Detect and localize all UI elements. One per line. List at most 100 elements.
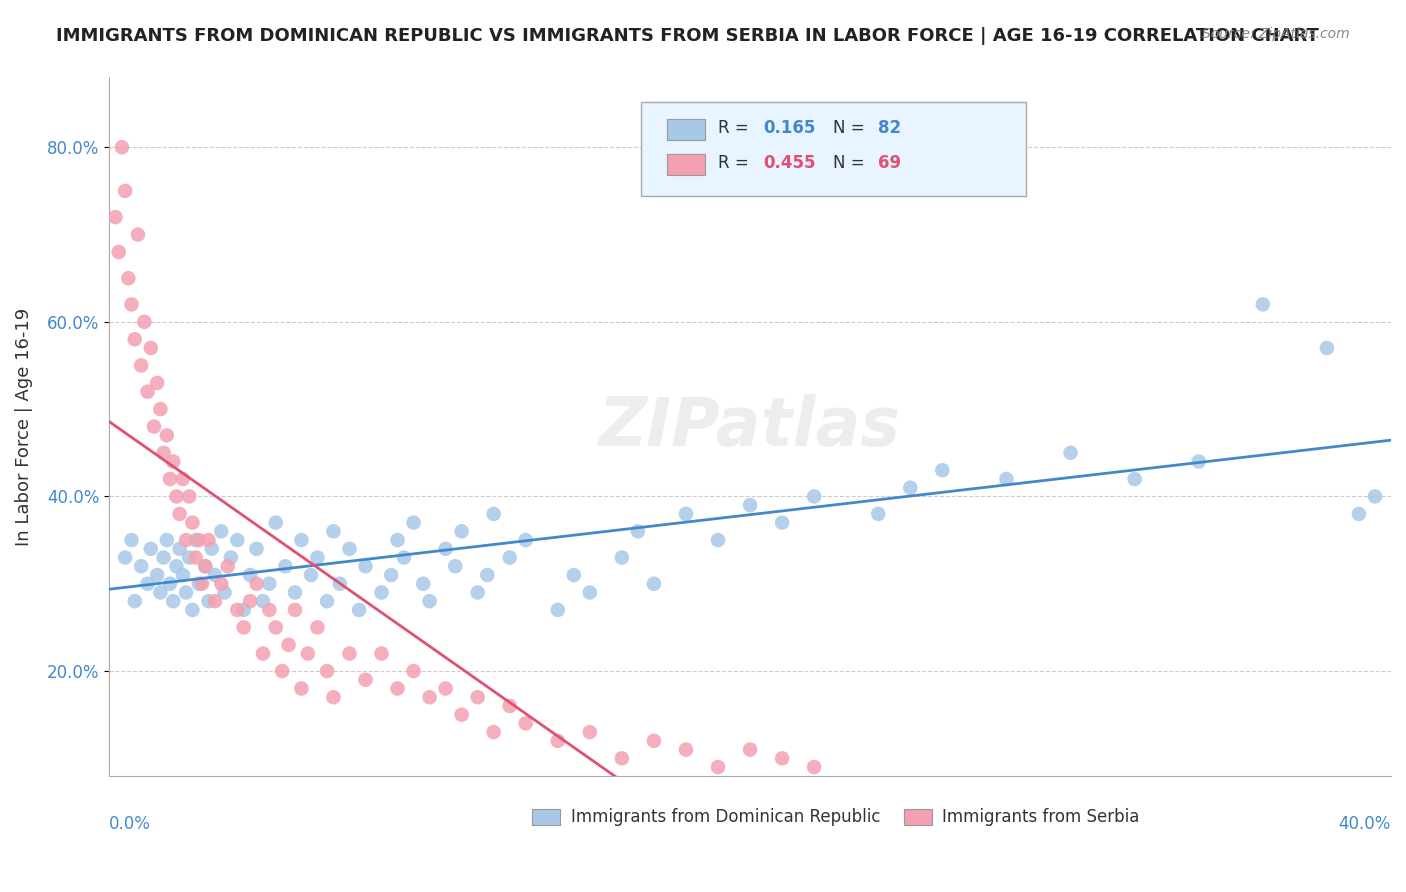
Point (627, 524, 650, 539)
Point (239, 594, 262, 608)
Point (803, 760, 825, 774)
Point (515, 533, 537, 547)
Point (139, 541, 162, 556)
Point (354, 559, 377, 574)
Point (467, 690, 489, 705)
Point (159, 472, 181, 486)
Point (499, 698, 522, 713)
Point (201, 541, 224, 556)
Point (675, 742, 697, 756)
Point (290, 533, 312, 547)
Point (387, 533, 409, 547)
Point (129, 359, 152, 373)
Point (316, 664, 339, 678)
Point (707, 760, 730, 774)
Point (174, 585, 197, 599)
Text: 40.0%: 40.0% (1339, 815, 1391, 833)
Point (114, 184, 136, 198)
Point (322, 690, 344, 705)
Point (194, 559, 217, 574)
Point (245, 541, 267, 556)
Point (169, 541, 191, 556)
Point (187, 576, 209, 591)
Point (738, 742, 761, 756)
Point (184, 550, 207, 565)
FancyBboxPatch shape (641, 102, 1025, 196)
Point (114, 550, 136, 565)
Point (232, 620, 254, 634)
Point (179, 550, 201, 565)
Point (226, 533, 249, 547)
Point (370, 647, 392, 661)
Point (146, 568, 169, 582)
Point (1251, 297, 1274, 311)
Text: 0.165: 0.165 (763, 120, 815, 137)
Point (339, 541, 361, 556)
Point (217, 559, 239, 574)
Point (738, 498, 761, 512)
Point (392, 550, 415, 565)
Point (214, 585, 236, 599)
Text: Source: ZipAtlas.com: Source: ZipAtlas.com (1202, 27, 1350, 41)
Point (104, 210, 127, 224)
Point (204, 594, 226, 608)
Point (412, 576, 434, 591)
Point (419, 594, 441, 608)
Point (134, 315, 156, 329)
Point (124, 332, 146, 346)
Point (174, 533, 197, 547)
Point (284, 603, 307, 617)
Point (380, 568, 402, 582)
Point (370, 585, 392, 599)
Point (252, 647, 274, 661)
Point (482, 507, 505, 521)
Point (610, 550, 633, 565)
Point (165, 559, 187, 574)
Point (139, 341, 162, 355)
Text: 82: 82 (879, 120, 901, 137)
Point (245, 576, 267, 591)
Point (143, 419, 166, 434)
Point (204, 568, 226, 582)
Point (931, 463, 953, 477)
Point (354, 673, 377, 687)
Point (127, 227, 149, 242)
Text: 69: 69 (879, 154, 901, 172)
Point (181, 603, 204, 617)
Point (434, 681, 457, 696)
Point (274, 559, 297, 574)
Point (146, 376, 169, 390)
Point (322, 524, 344, 539)
Point (191, 576, 214, 591)
Point (156, 428, 179, 442)
Point (187, 533, 209, 547)
Point (152, 446, 174, 460)
Point (482, 725, 505, 739)
Point (149, 585, 172, 599)
Point (259, 603, 281, 617)
Point (194, 559, 217, 574)
Point (387, 681, 409, 696)
Point (515, 716, 537, 731)
Point (1348, 507, 1371, 521)
Point (156, 533, 179, 547)
Point (136, 576, 159, 591)
Bar (531, 809, 561, 824)
Text: 0.0%: 0.0% (110, 815, 150, 833)
Point (402, 664, 425, 678)
Point (111, 140, 134, 154)
Y-axis label: In Labor Force | Age 16-19: In Labor Force | Age 16-19 (15, 308, 32, 546)
Point (252, 594, 274, 608)
Text: R =: R = (718, 120, 754, 137)
Point (499, 550, 522, 565)
Point (770, 751, 793, 765)
Point (770, 516, 793, 530)
Point (467, 585, 489, 599)
Point (264, 516, 287, 530)
Text: 0.455: 0.455 (763, 154, 815, 172)
Point (239, 568, 262, 582)
Point (232, 603, 254, 617)
Point (259, 576, 281, 591)
Point (181, 516, 204, 530)
Point (121, 297, 143, 311)
